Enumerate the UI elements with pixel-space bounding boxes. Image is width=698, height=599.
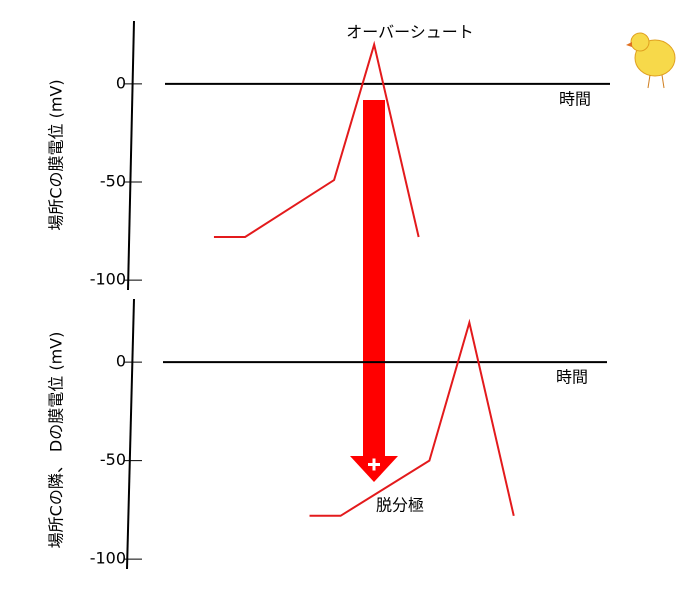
potential-line — [309, 318, 515, 517]
y-tick-label: -50 — [100, 172, 126, 191]
depolarization-arrow — [350, 100, 398, 482]
y-axis-label: 場所Cの膜電位 (mV) — [47, 79, 66, 230]
y-tick-label: -100 — [90, 270, 126, 289]
y-axis — [127, 20, 135, 291]
x-axis-label: 時間 — [556, 368, 588, 387]
annotation: 脱分極 — [376, 496, 424, 515]
y-axis-label: 場所Cの隣、 Dの膜電位 (mV) — [47, 332, 66, 549]
y-axis — [126, 298, 135, 570]
potential-line — [213, 40, 420, 238]
y-tick-label: -50 — [100, 450, 126, 469]
annotation: オーバーシュート — [346, 23, 474, 42]
y-tick-label: 0 — [116, 73, 126, 92]
y-tick-label: 0 — [116, 352, 126, 371]
y-tick-label: -100 — [90, 549, 126, 568]
x-axis-label: 時間 — [559, 90, 591, 109]
chick-icon — [626, 32, 676, 89]
